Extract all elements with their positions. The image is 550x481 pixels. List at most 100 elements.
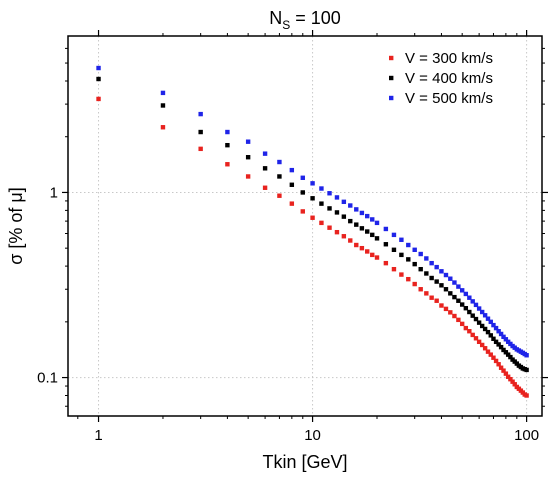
data-point (370, 252, 375, 258)
data-point (365, 213, 370, 219)
data-point (429, 295, 434, 300)
data-point (476, 306, 482, 311)
data-point (491, 355, 496, 360)
data-point (463, 291, 469, 297)
data-point (443, 306, 449, 312)
data-point (383, 260, 389, 266)
data-point (399, 272, 404, 277)
data-point (391, 232, 397, 238)
data-point (459, 288, 465, 293)
data-point (262, 185, 268, 190)
axis-ticks: 1 10 100 0.1 1 (37, 30, 548, 444)
x-axis-label: Tkin [GeV] (262, 452, 347, 472)
data-point (501, 334, 506, 340)
data-point (289, 182, 295, 187)
data-point (354, 242, 359, 248)
data-point (96, 65, 101, 71)
chart-title-rest: = 100 (290, 8, 341, 28)
data-point (424, 291, 429, 296)
data-point (479, 309, 485, 315)
data-point (262, 166, 268, 171)
data-point (501, 368, 506, 373)
data-point (327, 206, 332, 211)
data-point (399, 252, 404, 258)
data-point (434, 298, 439, 303)
data-point (383, 242, 389, 247)
data-point (406, 276, 411, 282)
data-point (488, 333, 493, 338)
data-point (482, 326, 488, 332)
data-point (467, 295, 472, 300)
data-point (310, 215, 315, 220)
data-point (505, 339, 511, 345)
legend-label: V = 400 km/s (405, 70, 493, 87)
data-point (488, 352, 493, 357)
data-point (406, 257, 411, 262)
data-point (225, 162, 230, 167)
data-point (473, 336, 479, 341)
data-point (374, 236, 380, 241)
data-point (225, 142, 230, 148)
data-point (160, 103, 166, 108)
plot-frame (67, 35, 543, 417)
data-point (198, 129, 203, 135)
data-point (463, 305, 469, 311)
data-point (374, 220, 380, 226)
data-point (459, 321, 465, 327)
data-point (524, 353, 529, 358)
data-point (473, 316, 479, 322)
data-point (370, 217, 375, 222)
data-point (456, 298, 461, 303)
data-point (354, 222, 359, 227)
y-tick-label: 1 (50, 184, 58, 201)
data-point (96, 76, 101, 82)
data-point (418, 287, 423, 292)
data-point (160, 90, 166, 96)
data-point (505, 352, 511, 357)
data-point (319, 220, 324, 226)
legend-marker (389, 75, 394, 81)
data-point (448, 291, 453, 296)
legend-label: V = 300 km/s (405, 50, 493, 67)
chart-title-main: N (269, 8, 282, 28)
data-point (300, 190, 305, 195)
data-point (412, 247, 417, 252)
data-point (496, 342, 501, 347)
x-tick-label: 1 (94, 427, 102, 444)
data-point (341, 234, 347, 239)
data-point (319, 201, 324, 206)
legend-label: V = 500 km/s (405, 90, 493, 107)
data-point (485, 329, 491, 335)
data-point (470, 313, 475, 318)
data-point (448, 310, 453, 315)
x-tick-label: 10 (304, 427, 321, 444)
data-point (245, 155, 251, 160)
data-point (341, 214, 347, 219)
data-point (443, 272, 449, 278)
data-point (300, 175, 305, 180)
data-point (429, 260, 434, 266)
data-point (262, 151, 268, 156)
data-point (277, 193, 282, 198)
chart-title: NS = 100 (269, 8, 341, 32)
data-point (493, 339, 499, 345)
data-point (524, 393, 529, 398)
data-point (448, 276, 453, 281)
data-point (348, 238, 353, 243)
data-point (334, 229, 340, 235)
data-point (334, 195, 340, 200)
data-point (459, 302, 465, 307)
legend-marker (389, 55, 394, 61)
data-point (482, 346, 488, 351)
data-point (327, 225, 332, 230)
data-point (467, 329, 472, 334)
data-point (498, 344, 504, 350)
data-point (493, 358, 499, 364)
data-point (508, 376, 513, 382)
data-point (391, 247, 397, 252)
data-point (245, 139, 251, 144)
data-point (429, 275, 434, 281)
data-point (439, 269, 444, 274)
